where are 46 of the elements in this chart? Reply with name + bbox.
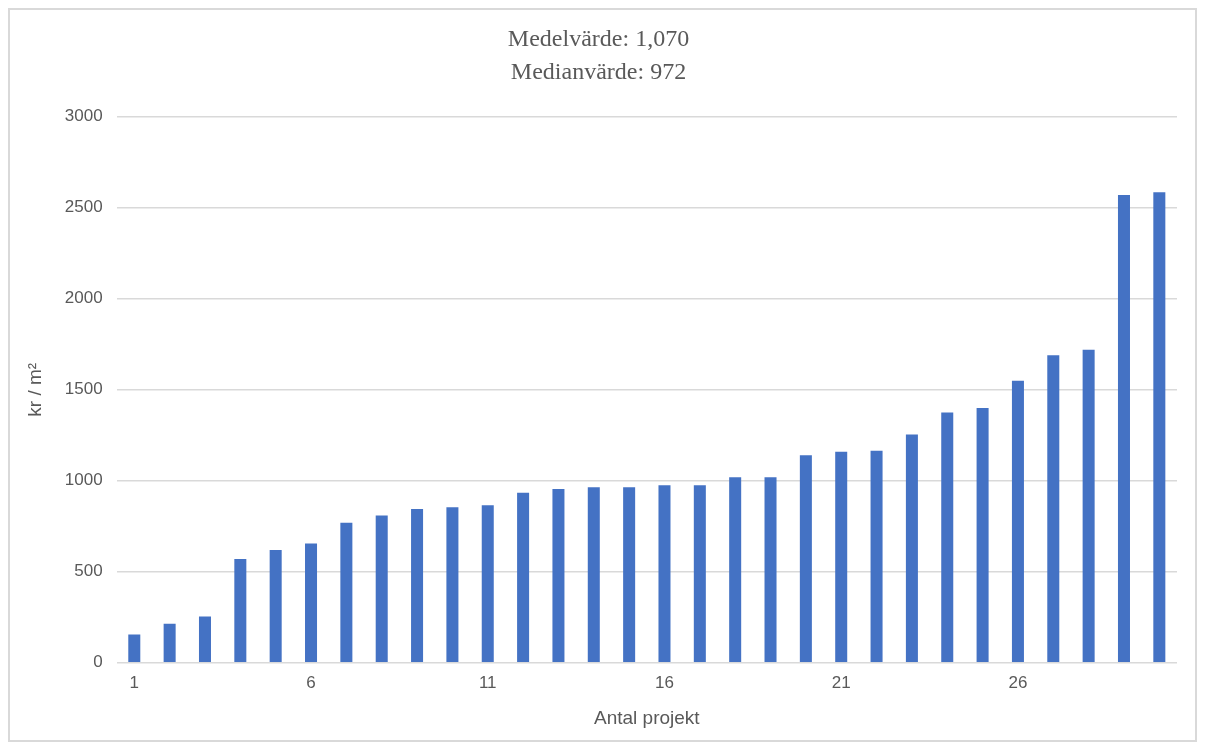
bar: [411, 509, 424, 663]
x-axis-title: Antal projekt: [594, 706, 701, 728]
bar: [799, 455, 812, 663]
bar: [517, 492, 530, 663]
bar: [729, 477, 742, 663]
bar: [693, 485, 706, 663]
y-tick-label: 2500: [64, 197, 103, 217]
bar: [552, 488, 565, 663]
bar: [1153, 192, 1166, 663]
chart-title: Medelvärde: 1,070 Medianvärde: 972: [507, 25, 690, 84]
x-tick-label: 26: [1008, 672, 1028, 692]
bar: [375, 515, 388, 663]
bar: [481, 505, 494, 663]
bar: [305, 543, 318, 663]
y-tick-label: 2000: [64, 288, 103, 308]
x-tick-label: 1: [129, 672, 140, 692]
bar: [658, 485, 671, 663]
bar: [163, 623, 176, 663]
x-tick-label: 6: [306, 672, 316, 692]
y-tick-label: 3000: [64, 106, 103, 126]
bar: [764, 477, 777, 663]
y-tick-label: 1000: [64, 470, 103, 490]
y-tick-label: 0: [93, 652, 103, 672]
bar: [1011, 380, 1024, 663]
y-tick-label: 1500: [64, 379, 103, 399]
bar: [128, 634, 141, 663]
x-tick-label: 21: [831, 672, 851, 692]
x-tick-label: 11: [478, 672, 497, 692]
bar: [1082, 349, 1095, 663]
bar: [623, 487, 636, 663]
bar: [941, 412, 954, 663]
bar: [446, 507, 459, 663]
bar: [905, 434, 918, 663]
bar: [587, 487, 600, 663]
bar: [269, 549, 282, 663]
bar: [198, 616, 211, 663]
y-axis-title: kr / m²: [23, 362, 45, 417]
bar: [870, 450, 883, 663]
bar: [1047, 355, 1060, 663]
bar: [340, 522, 353, 663]
bar: [976, 408, 989, 663]
y-tick-label: 500: [74, 561, 103, 581]
bar: [234, 559, 247, 663]
bar: [835, 451, 848, 663]
bar: [1117, 195, 1130, 663]
x-tick-label: 16: [655, 672, 674, 692]
